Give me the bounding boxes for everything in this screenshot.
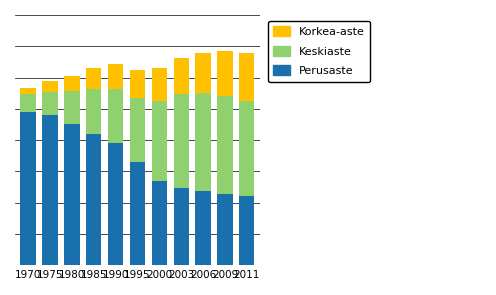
Bar [152, 101, 167, 181]
Legend: Korkea-aste, Keskiaste, Perusaste: Korkea-aste, Keskiaste, Perusaste [268, 21, 371, 82]
Bar [239, 101, 254, 196]
Bar [217, 51, 233, 96]
Bar [217, 194, 233, 265]
Bar [195, 53, 211, 93]
Bar [130, 98, 145, 162]
Bar [42, 115, 58, 265]
Bar [174, 58, 189, 94]
Bar [130, 70, 145, 98]
Bar [108, 143, 123, 265]
Bar [86, 89, 101, 134]
Bar [64, 76, 79, 91]
Bar [86, 134, 101, 265]
Bar [217, 96, 233, 194]
Bar [20, 112, 36, 265]
Bar [130, 162, 145, 265]
Bar [174, 188, 189, 265]
Bar [64, 124, 79, 265]
Bar [20, 94, 36, 112]
Bar [239, 196, 254, 265]
Bar [20, 88, 36, 94]
Bar [42, 92, 58, 115]
Bar [108, 89, 123, 143]
Bar [42, 81, 58, 92]
Bar [152, 181, 167, 265]
Bar [64, 91, 79, 124]
Bar [195, 93, 211, 191]
Bar [152, 68, 167, 101]
Bar [174, 94, 189, 188]
Bar [239, 53, 254, 101]
Bar [86, 68, 101, 89]
Bar [108, 64, 123, 89]
Bar [195, 191, 211, 265]
